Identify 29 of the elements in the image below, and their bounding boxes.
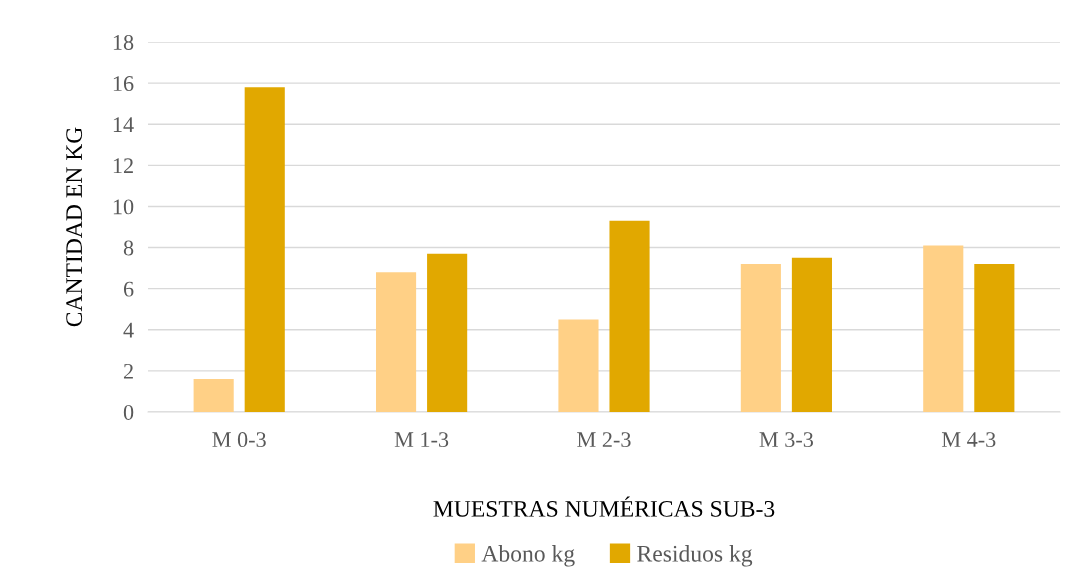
y-tick-label: 10 bbox=[113, 199, 134, 215]
bar bbox=[740, 264, 781, 412]
x-axis-title: MUESTRAS NUMÉRICAS SUB-3 bbox=[433, 496, 775, 517]
x-tick-label: M 0-3 bbox=[212, 432, 266, 448]
y-tick-label: 14 bbox=[113, 117, 134, 132]
y-tick-label: 16 bbox=[113, 76, 134, 92]
y-tick-label: 4 bbox=[123, 322, 134, 338]
legend-label: Residuos kg bbox=[637, 545, 753, 567]
bar bbox=[609, 220, 650, 412]
y-tick-label: 12 bbox=[113, 158, 133, 174]
x-tick-label: M 3-3 bbox=[759, 432, 813, 448]
x-tick-label: M 1-3 bbox=[394, 432, 449, 448]
x-tick-label: M 2-3 bbox=[577, 432, 631, 448]
x-tick-label: M 4-3 bbox=[941, 432, 996, 448]
bar bbox=[376, 272, 417, 412]
bar bbox=[791, 257, 832, 412]
bar bbox=[193, 379, 234, 412]
y-tick-label: 18 bbox=[113, 34, 134, 50]
y-tick-label: 8 bbox=[123, 240, 134, 256]
bar bbox=[923, 245, 964, 412]
bar bbox=[974, 264, 1015, 412]
y-tick-label: 2 bbox=[123, 363, 133, 379]
legend-label: Abono kg bbox=[481, 545, 575, 567]
bar bbox=[244, 87, 285, 412]
bar bbox=[427, 253, 468, 412]
bar bbox=[558, 319, 599, 412]
y-axis-title: CANTIDAD EN KG bbox=[66, 127, 83, 327]
y-tick-label: 6 bbox=[123, 281, 134, 297]
y-tick-label: 0 bbox=[123, 404, 134, 420]
